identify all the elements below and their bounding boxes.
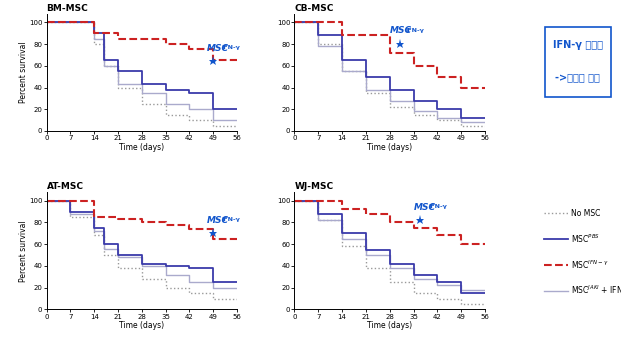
Text: IFN-γ: IFN-γ xyxy=(429,204,448,209)
Text: AT-MSC: AT-MSC xyxy=(47,182,84,191)
Text: ->생존율 증가: ->생존율 증가 xyxy=(555,72,601,82)
Y-axis label: Percent survival: Percent survival xyxy=(19,220,27,282)
Text: No MSC: No MSC xyxy=(571,209,601,218)
Text: WJ-MSC: WJ-MSC xyxy=(294,182,333,191)
Text: IFN-γ: IFN-γ xyxy=(222,217,240,222)
X-axis label: Time (days): Time (days) xyxy=(119,321,165,330)
X-axis label: Time (days): Time (days) xyxy=(119,142,165,152)
FancyBboxPatch shape xyxy=(545,27,611,97)
Text: CB-MSC: CB-MSC xyxy=(294,4,334,13)
Text: MSC: MSC xyxy=(414,203,436,211)
Text: MSC$^{PBS}$: MSC$^{PBS}$ xyxy=(571,233,601,245)
Text: MSC: MSC xyxy=(206,216,229,225)
Text: MSC: MSC xyxy=(390,26,412,35)
Y-axis label: Percent survival: Percent survival xyxy=(19,41,27,103)
X-axis label: Time (days): Time (days) xyxy=(367,321,412,330)
X-axis label: Time (days): Time (days) xyxy=(367,142,412,152)
Text: MSC: MSC xyxy=(206,44,229,53)
Text: IFN-γ 전처치: IFN-γ 전처치 xyxy=(553,40,603,50)
Text: MSC$^{IFN-γ}$: MSC$^{IFN-γ}$ xyxy=(571,259,609,271)
Text: MSC$^{JAKi}$ + IFN-γ: MSC$^{JAKi}$ + IFN-γ xyxy=(571,284,621,298)
Text: BM-MSC: BM-MSC xyxy=(47,4,88,13)
Text: IFN-γ: IFN-γ xyxy=(405,28,424,33)
Text: IFN-γ: IFN-γ xyxy=(222,45,240,50)
